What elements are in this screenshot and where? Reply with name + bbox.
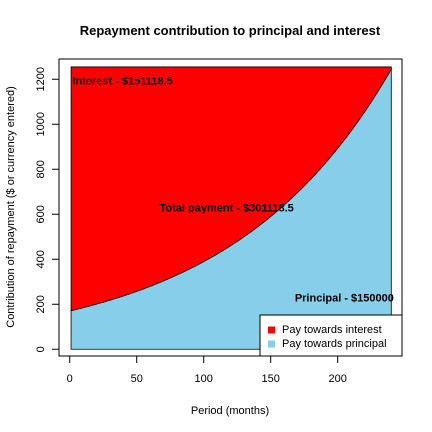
legend-label-interest: Pay towards interest — [282, 324, 382, 336]
annotation-total: Total payment - $301118.5 — [159, 203, 293, 215]
chart-title: Repayment contribution to principal and … — [80, 23, 381, 38]
x-tick-label: 200 — [329, 373, 347, 385]
x-tick-label: 50 — [131, 373, 143, 385]
y-tick-label: 1200 — [35, 67, 47, 91]
annotation-principal: Principal - $150000 — [295, 293, 394, 305]
y-tick-label: 1000 — [35, 112, 47, 136]
legend: Pay towards interest Pay towards principa… — [259, 314, 403, 357]
y-tick-label: 800 — [35, 160, 47, 178]
x-axis-title: Period (months) — [191, 405, 269, 417]
x-axis: 0 50 100 150 200 — [67, 355, 347, 385]
legend-swatch-principal — [268, 340, 275, 348]
legend-box — [259, 314, 403, 357]
y-axis: 0 200 400 600 800 1000 1200 — [35, 67, 60, 352]
legend-label-principal: Pay towards principal — [282, 338, 387, 350]
y-tick-label: 0 — [35, 346, 47, 352]
annotations: Interest - $151118.5 Total payment - $301… — [72, 76, 393, 305]
y-tick-label: 200 — [35, 295, 47, 313]
legend-swatch-interest — [268, 326, 275, 334]
y-axis-title: Contribution of repayment ($ or currency… — [5, 86, 17, 328]
x-tick-label: 100 — [195, 373, 213, 385]
y-tick-label: 400 — [35, 250, 47, 268]
x-tick-label: 150 — [262, 373, 280, 385]
y-tick-label: 600 — [35, 205, 47, 223]
principal-area — [70, 67, 392, 350]
plot-area — [70, 66, 392, 350]
annotation-interest: Interest - $151118.5 — [72, 76, 172, 88]
x-tick-label: 0 — [67, 373, 73, 385]
